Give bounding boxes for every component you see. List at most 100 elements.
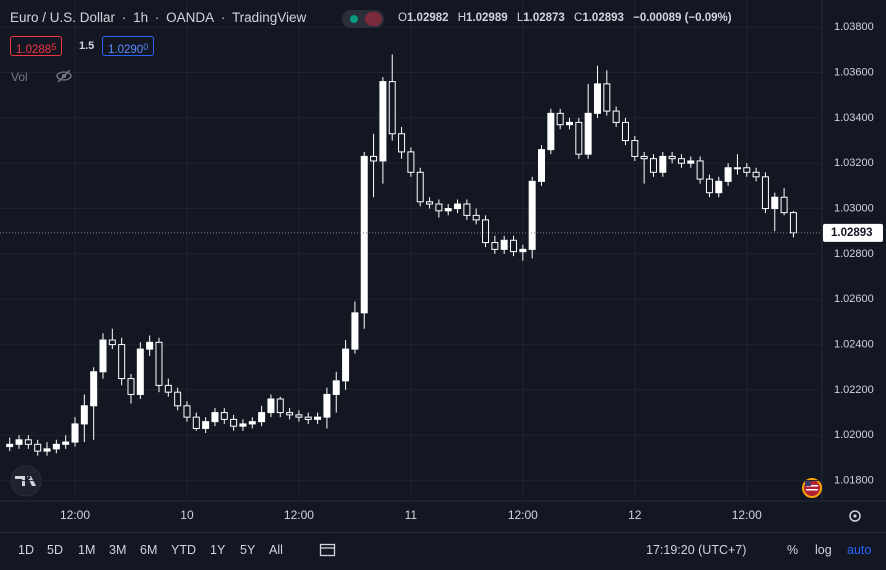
bid-pip: 5 — [51, 42, 57, 52]
date-range-icon[interactable] — [319, 542, 337, 558]
x-tick-label: 12:00 — [60, 508, 90, 522]
scale-button[interactable]: log — [815, 543, 832, 557]
volume-label: Vol — [11, 67, 72, 84]
range-button[interactable]: 6M — [140, 543, 158, 557]
candle-body — [705, 178, 713, 194]
ohlc-value: 1.02982 — [406, 12, 449, 24]
candle-body — [230, 418, 238, 427]
candle-body — [771, 196, 779, 210]
separator: · — [121, 10, 127, 25]
range-button[interactable]: YTD — [171, 543, 196, 557]
y-tick-label: 1.02800 — [834, 248, 874, 260]
range-button[interactable]: 1M — [78, 543, 96, 557]
ask-main: 1.0290 — [108, 44, 144, 56]
candle-body — [146, 341, 154, 350]
candle-body — [482, 219, 490, 244]
candle-body — [500, 239, 508, 250]
candle-body — [584, 112, 592, 155]
candle-body — [248, 421, 256, 425]
candle-body — [677, 158, 685, 164]
x-tick-label: 12 — [628, 508, 642, 522]
candle-body — [398, 133, 406, 153]
y-tick-label: 1.03000 — [834, 202, 874, 214]
candle-body — [715, 180, 723, 194]
range-button[interactable]: 5D — [47, 543, 63, 557]
candle-body — [407, 151, 415, 173]
y-tick-label: 1.02400 — [834, 338, 874, 350]
candle-body — [267, 398, 275, 414]
range-button[interactable]: 5Y — [240, 543, 256, 557]
candle-body — [491, 242, 499, 250]
candle-body — [743, 167, 751, 173]
candle-body — [220, 412, 228, 420]
ohlc-header: O1.02982 H1.02989 L1.02873 C1.02893 −0.0… — [398, 12, 738, 24]
ask-pip: 0 — [143, 42, 149, 52]
candle-body — [547, 112, 555, 151]
chart: 1.01800 1.02000 1.02200 1.02400 1.02600 1.028… — [0, 0, 886, 523]
candle-body — [370, 155, 378, 162]
candle-body — [15, 439, 23, 445]
range-button[interactable]: 3M — [109, 543, 127, 557]
candle-body — [183, 405, 191, 418]
market-status[interactable] — [342, 10, 384, 28]
y-tick-label: 1.02200 — [834, 384, 874, 396]
candle-body — [426, 201, 434, 205]
buy-box[interactable]: 1.02900 — [102, 36, 155, 56]
scale-button[interactable]: % — [787, 543, 799, 557]
candle-body — [603, 83, 611, 112]
candle-body — [724, 167, 732, 182]
candle-body — [435, 203, 443, 212]
candle-body — [463, 203, 471, 216]
candle-body — [556, 112, 564, 126]
last-price-label: 1.02893 — [831, 227, 873, 239]
candle-body — [332, 380, 340, 395]
candle-body — [314, 416, 322, 420]
change: −0.00089 (−0.09%) — [633, 12, 732, 24]
range-button[interactable]: All — [269, 543, 283, 557]
candle-body — [696, 160, 704, 180]
ohlc-key: C — [574, 12, 583, 24]
candle-body — [127, 378, 135, 395]
last-price-box — [823, 223, 883, 242]
platform: TradingView — [231, 10, 307, 25]
y-tick-label: 1.01800 — [834, 475, 874, 487]
ohlc-key: H — [457, 12, 467, 24]
candle-body — [80, 405, 88, 425]
grid — [0, 0, 822, 501]
candle-body — [733, 167, 741, 170]
scale-button[interactable]: auto — [847, 543, 872, 557]
source: OANDA — [166, 10, 215, 25]
bottom-toolbar: 17:19:20 (UTC+7) 1D 5D 1M 3M 6M YTD 1Y 5Y All% lo… — [0, 532, 886, 570]
candle-body — [174, 391, 182, 407]
x-tick-label: 12:00 — [284, 508, 314, 522]
candle-body — [444, 208, 452, 212]
candle-body — [566, 121, 573, 126]
candle-body — [612, 110, 620, 123]
candle-body — [761, 176, 769, 210]
candle-body — [593, 83, 601, 114]
candle-body — [276, 398, 284, 414]
bid-main: 1.0288 — [16, 44, 52, 56]
hide-icon[interactable] — [55, 69, 73, 83]
x-tick-label: 12:00 — [732, 508, 762, 522]
sell-box[interactable]: 1.02885 — [10, 36, 63, 56]
candle-body — [304, 416, 312, 420]
candle-body — [62, 441, 70, 445]
y-tick-label: 1.03600 — [834, 66, 874, 78]
range-button[interactable]: 1Y — [210, 543, 226, 557]
candles — [0, 54, 822, 456]
candle-body — [519, 248, 527, 253]
interval: 1h — [133, 10, 149, 25]
candle-body — [528, 180, 536, 250]
candle-body — [416, 171, 424, 203]
candle-body — [136, 348, 144, 395]
settings-icon[interactable] — [849, 510, 861, 522]
ohlc-key: L — [516, 12, 524, 24]
ohlc-value: 1.02989 — [466, 12, 508, 24]
candle-body — [659, 155, 667, 173]
candle-body — [789, 212, 797, 234]
candle-body — [258, 412, 266, 423]
range-button[interactable]: 1D — [18, 543, 34, 557]
candle-body — [43, 448, 51, 452]
